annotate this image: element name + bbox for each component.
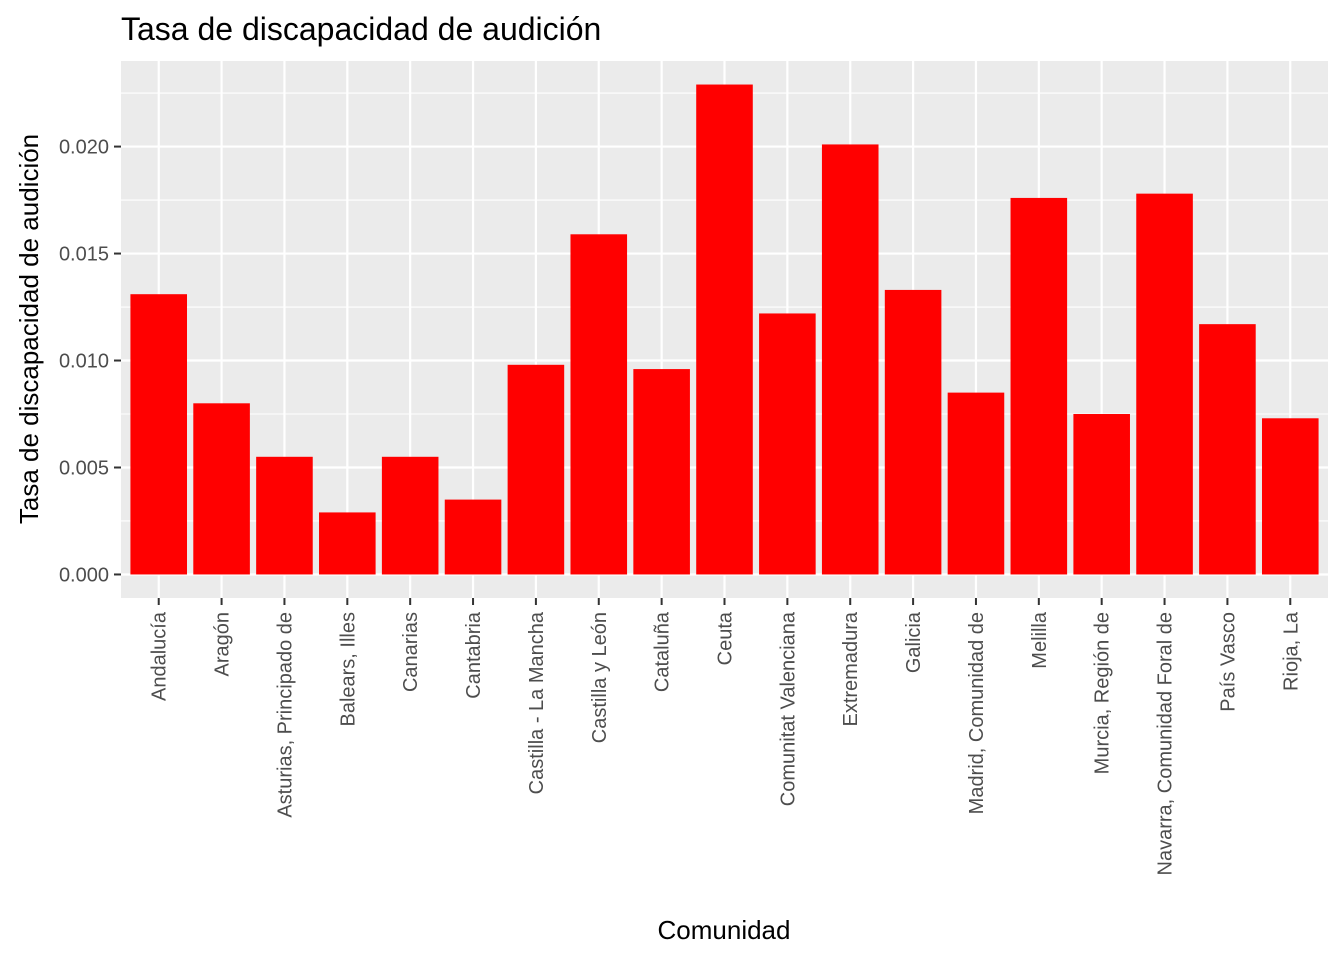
x-tick-label: País Vasco [1217,612,1239,712]
x-axis-ticks: Andalucía Aragón Asturias, Principado de Ba… [149,598,1302,875]
y-tick-label: 0.015 [59,244,109,266]
bar [884,289,942,575]
bar [1073,414,1130,575]
x-tick-label: Cataluña [652,611,674,692]
x-tick-label: Melilla [1029,611,1051,669]
x-tick-label: Canarias [400,612,422,692]
bar [1261,418,1319,575]
bar [696,84,753,575]
bar [1010,197,1068,575]
bar [507,364,565,575]
x-tick-label: Madrid, Comunidad de [966,612,988,814]
x-tick-label: Asturias, Principado de [274,612,296,818]
x-tick-label: Castilla - La Mancha [526,611,548,794]
bar [947,392,1005,575]
x-tick-label: Galicia [903,611,925,673]
bar [759,313,816,575]
x-tick-label: Ceuta [715,611,737,665]
y-axis-title: Tasa de discapacidad de audición [14,134,44,524]
bar [381,456,439,575]
x-axis-title: Comunidad [658,915,791,945]
bar [193,403,250,575]
bars [130,84,1319,575]
bar [1136,193,1193,575]
x-tick-label: Andalucía [149,611,171,701]
x-tick-label: Balears, Illes [337,612,359,727]
x-tick-label: Castilla y León [589,612,611,743]
bar [130,294,188,575]
bar [1199,324,1256,575]
bar [444,499,502,575]
bar [821,144,879,575]
x-tick-label: Comunitat Valenciana [777,611,799,806]
chart-title: Tasa de discapacidad de audición [121,11,601,47]
bar [256,456,313,575]
x-tick-label: Aragón [212,612,234,677]
x-tick-label: Navarra, Comunidad Foral de [1155,612,1177,875]
y-tick-label: 0.020 [59,137,109,159]
x-tick-label: Rioja, La [1280,611,1302,691]
x-tick-label: Extremadura [840,611,862,726]
y-tick-label: 0.005 [59,457,109,479]
x-tick-label: Murcia, Región de [1092,612,1114,774]
bar [570,234,628,575]
x-tick-label: Cantabria [463,611,485,699]
bar [633,369,690,575]
y-axis-ticks: 0.000 0.005 0.010 0.015 0.020 [59,137,121,586]
bar [319,512,376,575]
y-tick-label: 0.000 [59,564,109,586]
y-tick-label: 0.010 [59,351,109,373]
